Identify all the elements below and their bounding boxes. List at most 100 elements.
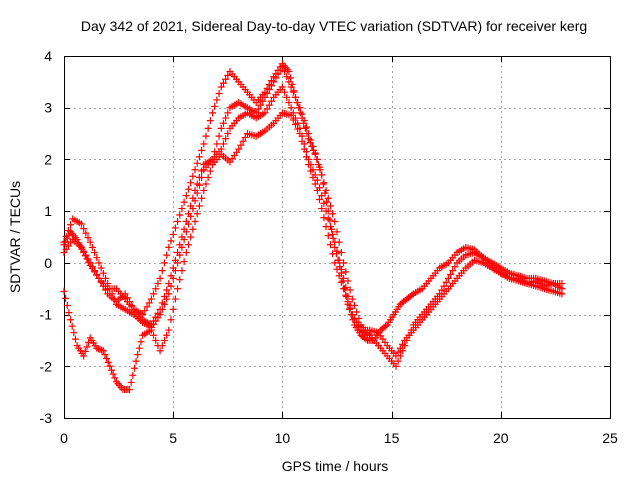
data-point <box>348 311 356 319</box>
y-tick-label: -1 <box>40 307 53 323</box>
x-axis-label: GPS time / hours <box>282 458 389 474</box>
data-point-interp <box>449 267 457 275</box>
data-point-interp <box>342 268 350 276</box>
data-point-interp <box>135 344 143 352</box>
data-point-interp <box>399 340 407 348</box>
data-point-interp <box>101 274 109 282</box>
data-point-interp <box>189 225 197 233</box>
data-point <box>93 344 101 352</box>
data-point-interp <box>176 251 184 259</box>
data-point <box>156 311 164 319</box>
data-point <box>106 362 114 370</box>
data-point-interp <box>167 237 175 245</box>
data-point-interp <box>126 298 134 306</box>
data-point-interp <box>394 357 402 365</box>
data-point-interp <box>281 88 289 96</box>
data-point <box>77 243 85 251</box>
data-points <box>60 60 566 394</box>
data-point-interp <box>342 291 350 299</box>
data-point-interp <box>335 272 343 280</box>
data-point-interp <box>70 329 78 337</box>
data-point-interp <box>298 137 306 145</box>
data-point-interp <box>396 344 404 352</box>
data-point-interp <box>267 97 275 105</box>
data-point <box>209 109 217 117</box>
data-point <box>270 78 278 86</box>
data-point <box>147 326 155 334</box>
axis-ticks: 0 5 10 15 20 25 -3 -2 -1 0 1 2 3 4 <box>40 48 618 446</box>
data-point-interp <box>195 181 203 189</box>
chart-title: Day 342 of 2021, Sidereal Day-to-day VTE… <box>81 18 587 34</box>
data-point-interp <box>337 249 345 257</box>
data-point-interp <box>241 133 249 141</box>
data-point-interp <box>289 116 297 124</box>
data-point-interp <box>62 232 70 240</box>
data-point <box>296 104 304 112</box>
x-tick-label: 20 <box>493 430 509 446</box>
data-point-interp <box>178 267 186 275</box>
data-point <box>348 295 356 303</box>
data-point-interp <box>281 68 289 76</box>
data-point-interp <box>198 146 206 154</box>
data-point-interp <box>88 243 96 251</box>
data-point-interp <box>326 202 334 210</box>
data-point <box>182 249 190 257</box>
data-point-interp <box>93 270 101 278</box>
data-point <box>340 259 348 267</box>
data-point <box>99 347 107 355</box>
data-point-interp <box>68 322 76 330</box>
data-point-interp <box>276 66 284 74</box>
data-point <box>60 287 68 295</box>
data-point-interp <box>202 180 210 188</box>
data-point-interp <box>91 249 99 257</box>
data-point-interp <box>353 308 361 316</box>
data-point-interp <box>329 250 337 258</box>
data-point-interp <box>254 105 262 113</box>
data-point-interp <box>180 198 188 206</box>
data-point-interp <box>309 174 317 182</box>
data-point-interp <box>335 256 343 264</box>
y-axis-label: SDTVAR / TECUs <box>7 181 23 293</box>
data-point <box>217 124 225 132</box>
data-point <box>165 243 173 251</box>
data-point-interp <box>91 267 99 275</box>
data-point-interp <box>137 338 145 346</box>
data-point <box>191 197 199 205</box>
data-point-interp <box>211 102 219 110</box>
data-point-interp <box>80 225 88 233</box>
data-point <box>86 238 94 246</box>
data-point-interp <box>198 194 206 202</box>
data-point-interp <box>160 300 168 308</box>
data-point-interp <box>224 71 232 79</box>
data-point <box>313 176 321 184</box>
data-point-interp <box>213 96 221 104</box>
data-point-interp <box>189 205 197 213</box>
data-point-interp <box>167 282 175 290</box>
x-tick-label: 0 <box>60 430 68 446</box>
data-point-interp <box>353 318 361 326</box>
data-point-interp <box>97 278 105 286</box>
data-point-interp <box>63 302 71 310</box>
data-point-interp <box>272 74 280 82</box>
data-point-interp <box>287 74 295 82</box>
data-point-interp <box>178 243 186 251</box>
data-point-interp <box>169 305 177 313</box>
data-point-interp <box>259 97 267 105</box>
data-point <box>331 259 339 267</box>
data-point-interp <box>64 227 72 235</box>
data-point <box>392 362 400 370</box>
data-point-interp <box>333 228 341 236</box>
data-point-interp <box>394 348 402 356</box>
data-point-interp <box>160 336 168 344</box>
data-point <box>174 285 182 293</box>
data-point <box>278 62 286 70</box>
data-point-interp <box>171 267 179 275</box>
data-point-interp <box>257 101 265 109</box>
data-point-interp <box>451 263 459 271</box>
data-point-interp <box>94 345 102 353</box>
data-point-interp <box>187 233 195 241</box>
data-point <box>331 217 339 225</box>
data-point <box>305 161 313 169</box>
data-point-interp <box>311 149 319 157</box>
data-point-interp <box>62 294 70 302</box>
